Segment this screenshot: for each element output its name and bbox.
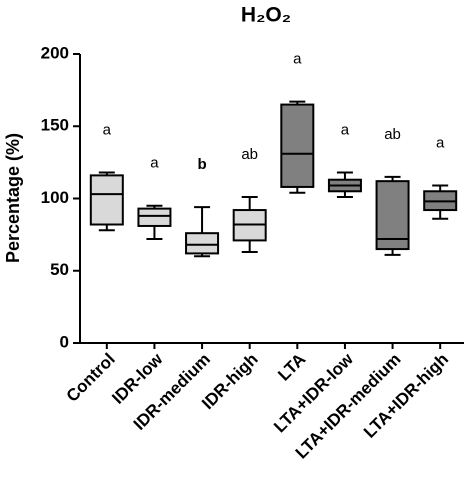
box	[89, 174, 124, 226]
annotation: ab	[384, 126, 401, 143]
annotation: b	[197, 156, 206, 173]
box	[280, 103, 315, 188]
annotation: a	[150, 155, 159, 172]
y-axis-label: Percentage (%)	[3, 133, 23, 263]
annotation: a	[341, 121, 350, 138]
annotation: a	[103, 121, 112, 138]
y-tick-label: 0	[60, 332, 69, 351]
annotation: ab	[241, 146, 258, 163]
box	[137, 207, 172, 227]
x-tick-label: LTA	[274, 350, 309, 385]
box	[185, 232, 220, 255]
y-tick-label: 200	[41, 43, 69, 62]
x-tick-label: LTA+IDR-high	[360, 350, 452, 442]
annotation: a	[436, 134, 445, 151]
chart-title: H₂O₂	[241, 4, 291, 27]
y-tick-label: 100	[41, 188, 69, 207]
y-tick-label: 50	[50, 260, 69, 279]
annotation: a	[293, 51, 302, 68]
box	[375, 180, 410, 251]
y-tick-label: 150	[41, 116, 69, 135]
